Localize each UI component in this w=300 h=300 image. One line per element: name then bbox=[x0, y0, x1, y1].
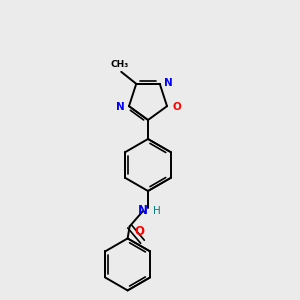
Text: N: N bbox=[138, 205, 148, 218]
Text: H: H bbox=[153, 206, 161, 216]
Text: O: O bbox=[134, 225, 145, 238]
Text: N: N bbox=[164, 78, 172, 88]
Text: N: N bbox=[116, 102, 125, 112]
Text: O: O bbox=[172, 102, 181, 112]
Text: CH₃: CH₃ bbox=[110, 60, 128, 69]
